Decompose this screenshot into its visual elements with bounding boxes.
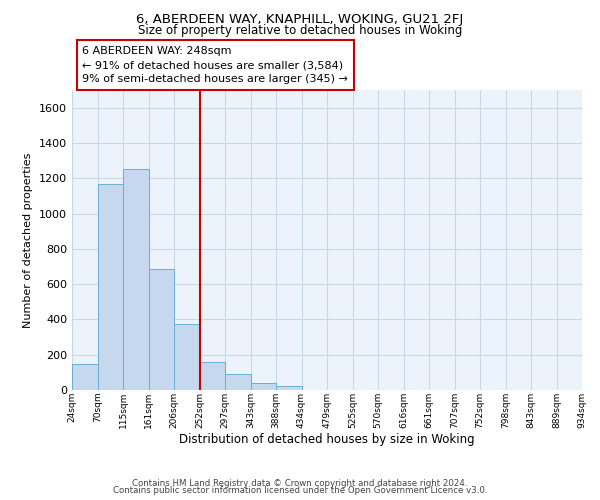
Bar: [97, 184, 123, 390]
Bar: [251, 384, 276, 390]
Text: Size of property relative to detached houses in Woking: Size of property relative to detached ho…: [138, 24, 462, 37]
Bar: [149, 269, 174, 390]
X-axis label: Distribution of detached houses by size in Woking: Distribution of detached houses by size …: [179, 434, 475, 446]
Bar: [199, 362, 225, 390]
Text: Contains HM Land Registry data © Crown copyright and database right 2024.: Contains HM Land Registry data © Crown c…: [132, 478, 468, 488]
Bar: [174, 324, 199, 390]
Bar: [276, 386, 302, 390]
Text: 6 ABERDEEN WAY: 248sqm
← 91% of detached houses are smaller (3,584)
9% of semi-d: 6 ABERDEEN WAY: 248sqm ← 91% of detached…: [82, 46, 348, 84]
Text: Contains public sector information licensed under the Open Government Licence v3: Contains public sector information licen…: [113, 486, 487, 495]
Y-axis label: Number of detached properties: Number of detached properties: [23, 152, 34, 328]
Text: 6, ABERDEEN WAY, KNAPHILL, WOKING, GU21 2FJ: 6, ABERDEEN WAY, KNAPHILL, WOKING, GU21 …: [136, 12, 464, 26]
Bar: [123, 168, 149, 390]
Bar: [72, 364, 97, 390]
Bar: [225, 374, 251, 390]
